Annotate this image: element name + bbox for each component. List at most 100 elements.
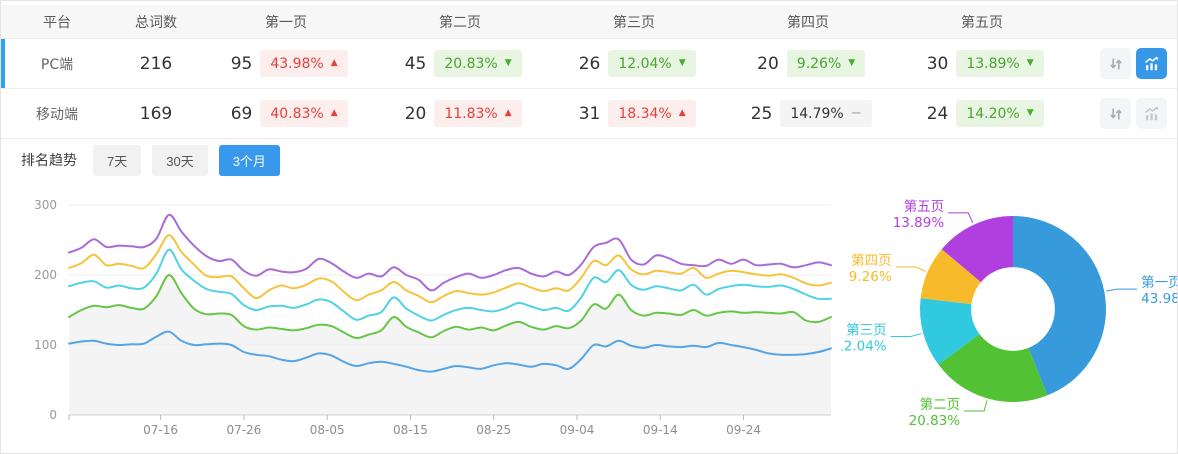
donut-value: 12.04% bbox=[841, 338, 887, 354]
page5-cell: 30 13.89% ▼ bbox=[895, 50, 1069, 77]
page3-cell: 31 18.34% ▲ bbox=[547, 100, 721, 127]
charts-area: 爱站网 0 100 200 300 07-16 07-26 08-05 08-15 08-25 09… bbox=[1, 181, 1177, 452]
donut-slice-第一页 bbox=[1013, 216, 1106, 396]
page-count: 69 bbox=[230, 103, 253, 124]
donut-slice-第四页 bbox=[920, 249, 981, 305]
series-第二页 bbox=[68, 274, 832, 340]
trend-direction-icon: ▲ bbox=[678, 108, 686, 118]
watermark: 爱站网 bbox=[346, 278, 533, 324]
col-page5: 第五页 bbox=[961, 14, 1003, 31]
svg-text:09-14: 09-14 bbox=[643, 423, 678, 437]
page4-cell: 25 14.79% − bbox=[721, 100, 895, 127]
svg-text:爱站网: 爱站网 bbox=[389, 278, 533, 324]
trend-direction-icon: ▼ bbox=[848, 58, 856, 68]
donut-value: 13.89% bbox=[893, 215, 945, 231]
svg-text:100: 100 bbox=[34, 338, 57, 352]
page-count: 26 bbox=[578, 53, 601, 74]
donut-label: 第二页 bbox=[920, 396, 961, 413]
donut-value: 9.26% bbox=[849, 269, 892, 285]
svg-text:300: 300 bbox=[34, 198, 57, 212]
page-change-badge: 40.83% ▲ bbox=[260, 100, 348, 127]
tab-3-months[interactable]: 3个月 bbox=[218, 144, 280, 176]
col-page4: 第四页 bbox=[787, 14, 829, 31]
svg-text:09-24: 09-24 bbox=[726, 423, 761, 437]
page-change-badge: 13.89% ▼ bbox=[956, 50, 1044, 77]
page-change-badge: 18.34% ▲ bbox=[608, 100, 696, 127]
trend-chart-icon bbox=[1144, 106, 1158, 120]
trend-title: 排名趋势 bbox=[21, 153, 77, 169]
svg-text:08-15: 08-15 bbox=[393, 423, 428, 437]
page4-cell: 20 9.26% ▼ bbox=[721, 50, 895, 77]
trend-direction-icon: ▼ bbox=[1026, 108, 1034, 118]
page-count: 30 bbox=[926, 53, 949, 74]
table-row-mobile[interactable]: 移动端 169 69 40.83% ▲ 20 11.83% ▲ 31 18.34% ▲… bbox=[1, 89, 1177, 139]
trend-chart-button[interactable] bbox=[1136, 98, 1167, 129]
sort-arrows-button[interactable] bbox=[1100, 48, 1131, 79]
donut-value: 20.83% bbox=[909, 413, 961, 429]
platform-label: 移动端 bbox=[36, 106, 78, 123]
page-change-badge: 9.26% ▼ bbox=[786, 50, 866, 77]
tab-7-days[interactable]: 7天 bbox=[93, 144, 142, 176]
svg-text:09-04: 09-04 bbox=[560, 423, 595, 437]
donut-label: 第五页 bbox=[904, 198, 945, 215]
series-第三页 bbox=[68, 248, 832, 322]
page-change-badge: 11.83% ▲ bbox=[434, 100, 522, 127]
platform-label: PC端 bbox=[40, 56, 74, 73]
col-platform: 平台 bbox=[43, 14, 71, 31]
page2-cell: 20 11.83% ▲ bbox=[373, 100, 547, 127]
page-change-badge: 14.79% − bbox=[780, 100, 872, 127]
page-change-badge: 14.20% ▼ bbox=[956, 100, 1044, 127]
series-第四页 bbox=[68, 234, 832, 304]
page-count: 95 bbox=[230, 53, 253, 74]
page-count: 20 bbox=[404, 103, 427, 124]
donut-label: 第三页 bbox=[846, 321, 887, 338]
col-page1: 第一页 bbox=[265, 14, 307, 31]
table-header: 平台 总词数 第一页 第二页 第三页 第四页 第五页 bbox=[1, 5, 1177, 39]
col-page2: 第二页 bbox=[439, 14, 481, 31]
donut-slice-第五页 bbox=[941, 216, 1013, 283]
row-actions bbox=[1069, 98, 1177, 129]
trend-chart-button[interactable] bbox=[1136, 48, 1167, 79]
trend-direction-icon: ▼ bbox=[1026, 58, 1034, 68]
page-count: 45 bbox=[404, 53, 427, 74]
donut-label: 第一页 bbox=[1141, 274, 1177, 291]
sort-arrows-icon bbox=[1109, 107, 1122, 120]
page1-cell: 95 43.98% ▲ bbox=[199, 50, 373, 77]
donut-slice-第二页 bbox=[938, 334, 1048, 402]
donut-value: 43.98% bbox=[1141, 291, 1177, 307]
page1-cell: 69 40.83% ▲ bbox=[199, 100, 373, 127]
tab-30-days[interactable]: 30天 bbox=[152, 144, 208, 176]
donut-slice-第三页 bbox=[920, 298, 980, 365]
page-change-badge: 20.83% ▼ bbox=[434, 50, 522, 77]
svg-text:07-26: 07-26 bbox=[226, 423, 261, 437]
trend-direction-icon: − bbox=[850, 106, 862, 121]
series-第一页 bbox=[68, 330, 832, 373]
trend-direction-icon: ▲ bbox=[330, 58, 338, 68]
sort-arrows-icon bbox=[1109, 57, 1122, 70]
rank-trend-line-chart: 爱站网 0 100 200 300 07-16 07-26 08-05 08-15 08-25 09… bbox=[34, 198, 832, 437]
trend-chart-icon bbox=[1144, 56, 1158, 70]
series-第五页 bbox=[68, 213, 832, 292]
table-row-pc[interactable]: PC端 216 95 43.98% ▲ 45 20.83% ▼ 26 12.04% ▼… bbox=[1, 39, 1177, 89]
svg-text:08-05: 08-05 bbox=[310, 423, 345, 437]
page-count: 24 bbox=[926, 103, 949, 124]
total-words-value: 169 bbox=[139, 103, 173, 124]
trend-direction-icon: ▼ bbox=[504, 58, 512, 68]
page3-cell: 26 12.04% ▼ bbox=[547, 50, 721, 77]
trend-direction-icon: ▼ bbox=[678, 58, 686, 68]
col-total-words: 总词数 bbox=[135, 14, 177, 31]
trend-toolbar: 排名趋势 7天 30天 3个月 bbox=[1, 139, 1177, 181]
trend-direction-icon: ▲ bbox=[330, 108, 338, 118]
sort-arrows-button[interactable] bbox=[1100, 98, 1131, 129]
page5-cell: 24 14.20% ▼ bbox=[895, 100, 1069, 127]
row-actions bbox=[1069, 48, 1177, 79]
page2-cell: 45 20.83% ▼ bbox=[373, 50, 547, 77]
trend-direction-icon: ▲ bbox=[504, 108, 512, 118]
page-change-badge: 12.04% ▼ bbox=[608, 50, 696, 77]
svg-text:0: 0 bbox=[49, 408, 57, 422]
page-count: 25 bbox=[750, 103, 773, 124]
donut-label: 第四页 bbox=[851, 252, 892, 269]
svg-text:07-16: 07-16 bbox=[143, 423, 178, 437]
total-words-value: 216 bbox=[139, 53, 173, 74]
